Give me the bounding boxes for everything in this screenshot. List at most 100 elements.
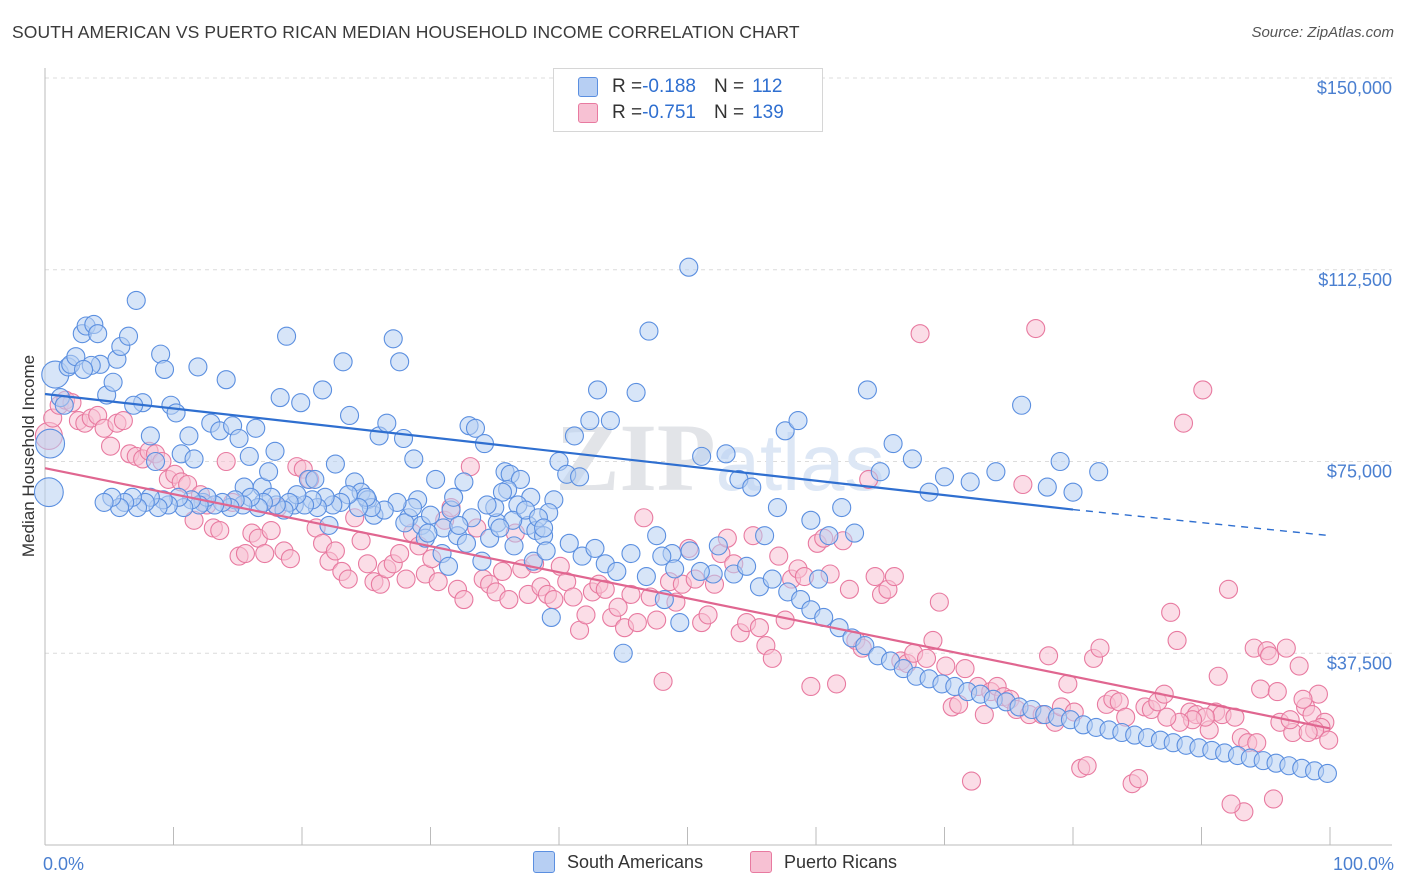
point-south-american: [564, 426, 584, 446]
point-puerto-rican: [916, 648, 937, 668]
point-puerto-rican: [428, 572, 448, 592]
point-puerto-rican: [499, 590, 519, 610]
point-south-american: [404, 449, 424, 469]
point-south-american: [246, 418, 266, 438]
point-puerto-rican: [1289, 656, 1309, 676]
point-south-american: [600, 411, 620, 431]
point-south-american: [767, 497, 788, 518]
point-puerto-rican: [974, 705, 994, 725]
point-south-american: [33, 477, 64, 508]
point-south-american: [35, 428, 66, 459]
point-south-american: [449, 515, 469, 535]
point-south-american: [1037, 477, 1057, 497]
point-south-american: [426, 469, 446, 489]
point-south-american: [819, 526, 839, 546]
point-south-american: [621, 543, 641, 564]
point-puerto-rican: [608, 597, 628, 617]
point-south-american: [348, 497, 369, 518]
point-puerto-rican: [1077, 756, 1097, 776]
point-puerto-rican: [1208, 666, 1228, 686]
point-south-american: [587, 380, 608, 400]
point-south-american: [395, 513, 415, 533]
point-puerto-rican: [621, 584, 641, 604]
y-tick-label: $37,500: [1327, 653, 1392, 673]
point-south-american: [1063, 482, 1083, 502]
point-puerto-rican: [396, 569, 416, 589]
point-south-american: [291, 393, 311, 413]
point-south-american: [477, 495, 497, 515]
point-south-american: [179, 426, 199, 446]
point-south-american: [636, 566, 656, 587]
point-puerto-rican: [839, 579, 859, 599]
point-puerto-rican: [1276, 638, 1296, 658]
point-south-american: [270, 388, 290, 408]
legend-n-label: N =: [713, 76, 745, 97]
point-south-american: [1050, 451, 1070, 472]
point-south-american: [607, 561, 627, 581]
point-puerto-rican: [235, 543, 256, 564]
y-tick-label: $112,500: [1318, 270, 1392, 290]
legend-row-south-americans: R = -0.188 N = 112: [578, 75, 782, 99]
point-south-american: [679, 257, 699, 277]
point-puerto-rican: [955, 659, 975, 679]
series-legend: South Americans Puerto Ricans: [0, 851, 1406, 877]
point-south-american: [188, 357, 208, 377]
point-south-american: [418, 523, 438, 543]
point-south-american: [665, 559, 685, 579]
point-south-american: [1317, 763, 1337, 783]
point-south-american: [692, 446, 712, 466]
point-puerto-rican: [1193, 380, 1213, 400]
point-south-american: [762, 569, 782, 589]
point-south-american: [883, 434, 903, 454]
legend-swatch-pink: [750, 851, 772, 873]
legend-swatch-blue: [533, 851, 555, 873]
legend-item-puerto-ricans: Puerto Ricans: [750, 851, 897, 873]
point-south-american: [103, 372, 123, 392]
point-south-american: [647, 526, 667, 546]
point-puerto-rican: [749, 618, 770, 638]
point-south-american: [716, 444, 736, 464]
point-puerto-rican: [544, 590, 564, 610]
point-puerto-rican: [634, 508, 654, 528]
point-puerto-rican: [929, 592, 949, 612]
point-south-american: [832, 497, 852, 518]
point-south-american: [708, 536, 728, 556]
point-south-american: [536, 541, 556, 561]
point-south-american: [809, 569, 829, 589]
watermark-zip: ZIP: [555, 404, 715, 511]
legend-label-south-americans: South Americans: [567, 851, 704, 872]
point-puerto-rican: [576, 605, 596, 625]
point-puerto-rican: [1267, 682, 1287, 702]
trend-line-south-americans-extrapolated: [1072, 508, 1331, 537]
point-puerto-rican: [1157, 707, 1177, 727]
point-south-american: [541, 607, 561, 628]
point-south-american: [383, 329, 403, 349]
point-south-american: [94, 492, 114, 512]
point-puerto-rican: [216, 451, 236, 472]
point-south-american: [239, 446, 259, 466]
point-south-american: [652, 546, 672, 566]
point-south-american: [454, 472, 474, 492]
point-puerto-rican: [1221, 794, 1241, 814]
point-south-american: [166, 403, 186, 423]
point-south-american: [737, 556, 757, 576]
legend-n-value: 139: [752, 102, 784, 123]
point-south-american: [559, 533, 579, 553]
point-puerto-rican: [936, 656, 956, 676]
point-south-american: [626, 382, 646, 403]
point-puerto-rican: [865, 566, 885, 587]
point-south-american: [305, 469, 325, 489]
point-south-american: [775, 421, 795, 441]
point-south-american: [1089, 462, 1109, 482]
point-south-american: [870, 462, 890, 482]
point-puerto-rican: [280, 549, 300, 569]
point-puerto-rican: [261, 520, 281, 541]
point-south-american: [184, 449, 204, 469]
point-puerto-rican: [1263, 789, 1284, 809]
point-puerto-rican: [595, 579, 615, 599]
point-south-american: [333, 352, 353, 372]
legend-r-label: R =: [612, 102, 643, 123]
point-puerto-rican: [1319, 730, 1339, 750]
point-south-american: [742, 477, 762, 497]
